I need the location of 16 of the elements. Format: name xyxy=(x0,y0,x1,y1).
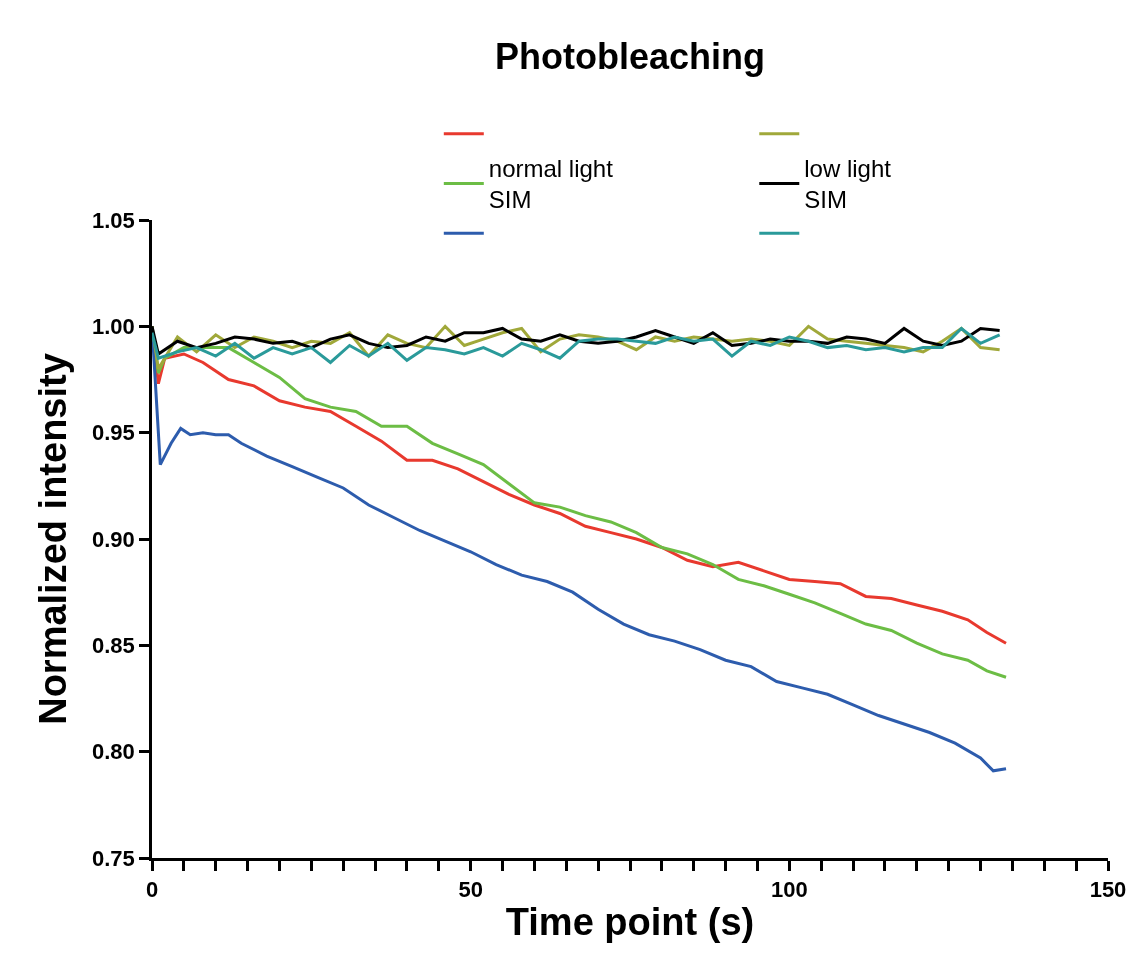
y-tick-label: 1.00 xyxy=(92,314,135,340)
y-tick-label: 0.75 xyxy=(92,845,135,871)
legend-label: low light SIM xyxy=(804,155,892,214)
chart-title: Photobleaching xyxy=(495,35,765,77)
y-axis-title: Normalized intensity xyxy=(32,353,75,725)
y-tick-label: 0.95 xyxy=(92,420,135,446)
x-tick-label: 50 xyxy=(458,877,483,903)
y-tick-label: 0.80 xyxy=(92,739,135,765)
x-axis-title: Time point (s) xyxy=(505,901,755,944)
y-tick-label: 1.05 xyxy=(92,207,135,233)
x-tick-label: 100 xyxy=(770,877,808,903)
y-tick-label: 0.85 xyxy=(92,633,135,659)
x-tick-label: 150 xyxy=(1089,877,1127,903)
legend-label: normal light SIM xyxy=(488,155,614,214)
y-tick-label: 0.90 xyxy=(92,526,135,552)
x-tick-label: 0 xyxy=(145,877,159,903)
